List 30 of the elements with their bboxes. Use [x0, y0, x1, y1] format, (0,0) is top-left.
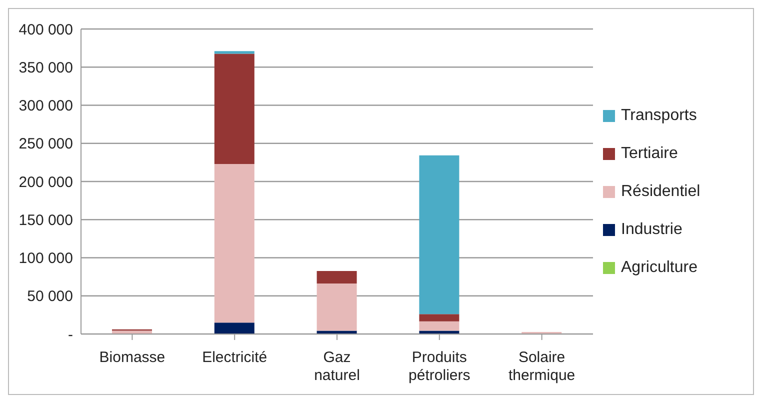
y-tick-label: 300 000 — [18, 98, 73, 115]
bar — [214, 51, 254, 54]
bar — [214, 322, 254, 334]
bar — [316, 330, 357, 334]
bar — [316, 283, 357, 331]
bar — [419, 155, 460, 314]
y-tick-label: 250 000 — [18, 136, 73, 153]
y-tick-label: 400 000 — [18, 21, 73, 38]
bar — [419, 321, 460, 331]
legend-label: Résidentiel — [621, 182, 700, 200]
x-tick-label: Gaz naturel — [314, 349, 360, 384]
legend-label: Tertiaire — [621, 144, 678, 162]
y-tick-label: 50 000 — [27, 288, 73, 306]
x-tick-label: Biomasse — [99, 349, 166, 366]
y-tick-label: 350 000 — [18, 59, 73, 76]
x-tick-label: Produits pétroliers — [408, 349, 470, 384]
y-tick-label: 100 000 — [18, 250, 73, 268]
bar — [419, 330, 460, 334]
y-tick-label: 150 000 — [18, 212, 73, 229]
bar — [419, 314, 460, 322]
y-tick-label: - — [68, 326, 73, 344]
legend-label: Transports — [621, 106, 697, 124]
x-tick-label: Electricité — [202, 349, 268, 366]
bar — [316, 270, 357, 284]
y-tick-label: 200 000 — [18, 174, 73, 191]
legend-label: Industrie — [621, 220, 682, 238]
bar — [214, 164, 254, 323]
legend-label: Agriculture — [621, 258, 698, 276]
x-tick-label: Solaire thermique — [508, 349, 576, 384]
bar — [214, 54, 254, 164]
